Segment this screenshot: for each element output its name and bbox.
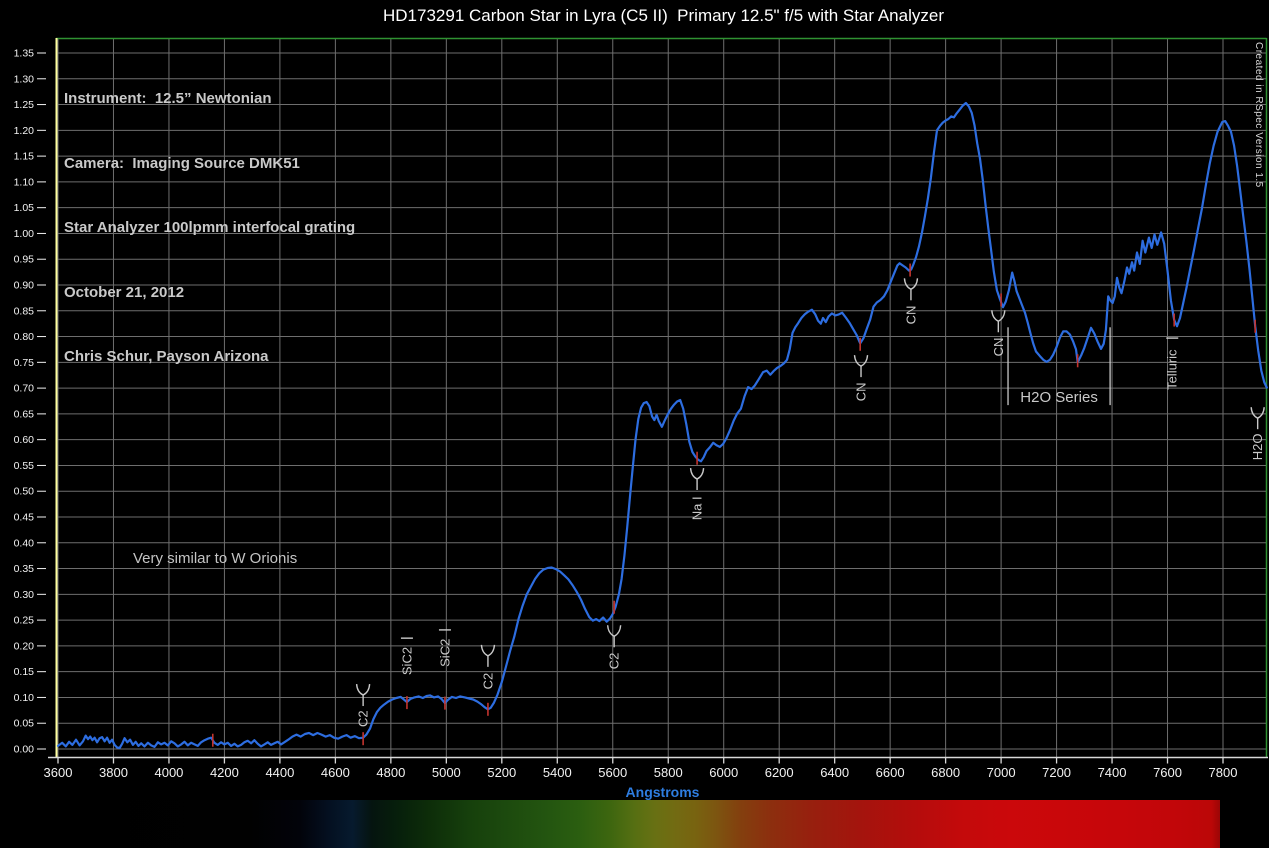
element-annotation-label: CN xyxy=(903,306,918,325)
element-annotation: CN xyxy=(991,310,1006,356)
x-tick-label: 5400 xyxy=(543,765,572,780)
element-annotation-label: C2 xyxy=(480,673,495,690)
element-annotation-label: SiC2 xyxy=(399,647,414,675)
h2o-series-label: H2O Series xyxy=(1020,389,1098,406)
y-tick-label: 0.30 xyxy=(14,589,35,601)
observation-info-block: Instrument: 12.5” Newtonian Camera: Imag… xyxy=(64,45,355,411)
element-annotation-label: Na I xyxy=(690,496,705,520)
x-tick-label: 5200 xyxy=(487,765,516,780)
y-tick-label: 0.25 xyxy=(14,615,35,627)
y-tick-label: 0.20 xyxy=(14,640,35,652)
y-tick-label: 0.40 xyxy=(14,537,35,549)
element-annotation: SiC2 xyxy=(399,637,414,675)
fork-marker-icon xyxy=(355,683,371,696)
y-tick-label: 1.35 xyxy=(14,48,35,60)
x-tick-label: 7200 xyxy=(1042,765,1071,780)
x-tick-label: 6800 xyxy=(931,765,960,780)
y-tick-label: 0.65 xyxy=(14,408,35,420)
y-tick-label: 0.75 xyxy=(14,357,35,369)
x-tick-label: 6600 xyxy=(876,765,905,780)
info-line-instrument: Instrument: 12.5” Newtonian xyxy=(64,90,272,107)
x-axis-ticks: 3600 3800 4000 4200 4400 4600 4800 5000 5200 5400… xyxy=(44,758,1238,780)
fork-marker-icon xyxy=(853,355,869,367)
x-tick-label: 5000 xyxy=(432,765,461,780)
x-tick-label: 4000 xyxy=(154,765,183,780)
y-tick-label: 1.10 xyxy=(14,176,35,188)
element-annotation: Telluric xyxy=(1165,337,1180,390)
x-tick-label: 5600 xyxy=(598,765,627,780)
info-line-date: October 21, 2012 xyxy=(64,283,185,301)
synthesized-spectrum-color-bar xyxy=(0,800,1220,848)
element-annotation: C2 xyxy=(355,683,371,727)
y-tick-label: 0.35 xyxy=(14,563,35,575)
fork-marker-icon xyxy=(1250,407,1265,419)
y-tick-label: 1.15 xyxy=(14,151,35,163)
rspec-version-watermark: Created in RSpec Version 1.5 xyxy=(1253,42,1264,188)
x-tick-label: 6400 xyxy=(820,765,849,780)
y-tick-label: 1.05 xyxy=(14,202,35,214)
element-annotation-label: H2O xyxy=(1250,433,1265,460)
x-axis-label: Angstroms xyxy=(625,784,700,800)
x-tick-label: 3800 xyxy=(99,765,128,780)
y-tick-label: 0.90 xyxy=(14,280,35,292)
y-tick-label: 0.10 xyxy=(14,692,35,704)
element-annotation-label: C2 xyxy=(607,653,622,670)
y-tick-label: 0.00 xyxy=(14,744,35,756)
element-annotation: SiC2 xyxy=(437,629,452,667)
y-tick-label: 1.00 xyxy=(14,228,35,240)
line-position-markers xyxy=(211,263,1256,747)
x-tick-label: 7400 xyxy=(1098,765,1127,780)
x-tick-label: 4600 xyxy=(321,765,350,780)
element-annotation-label: CN xyxy=(854,382,869,401)
x-tick-label: 5800 xyxy=(654,765,683,780)
fork-marker-icon xyxy=(606,625,622,638)
fork-marker-icon xyxy=(991,310,1006,323)
y-tick-label: 0.70 xyxy=(14,383,35,395)
element-annotation-label: SiC2 xyxy=(437,639,452,667)
y-tick-label: 0.55 xyxy=(14,460,35,472)
info-line-observer: Chris Schur, Payson Arizona xyxy=(64,348,269,365)
x-tick-label: 7000 xyxy=(987,765,1016,780)
y-tick-label: 0.85 xyxy=(14,305,35,317)
y-tick-label: 0.45 xyxy=(14,512,35,524)
y-tick-label: 0.60 xyxy=(14,434,35,446)
element-annotation-label: Telluric xyxy=(1165,349,1180,390)
y-tick-label: 1.20 xyxy=(14,125,35,137)
x-tick-label: 4400 xyxy=(265,765,294,780)
y-tick-label: 0.80 xyxy=(14,331,35,343)
h2o-series-bracket: H2O Series xyxy=(1007,327,1111,406)
fork-marker-icon xyxy=(689,467,705,480)
x-tick-label: 4800 xyxy=(376,765,405,780)
y-tick-label: 0.50 xyxy=(14,486,35,498)
grid-lines xyxy=(57,38,1267,758)
x-tick-label: 7800 xyxy=(1209,765,1238,780)
x-tick-label: 6200 xyxy=(765,765,794,780)
fork-marker-icon xyxy=(480,644,496,657)
info-line-grating: Star Analyzer 100lpmm interfocal grating xyxy=(64,219,356,236)
x-tick-label: 3600 xyxy=(44,765,73,780)
element-annotation-label: C2 xyxy=(356,710,371,727)
y-tick-label: 1.25 xyxy=(14,99,35,111)
comparison-note: Very similar to W Orionis xyxy=(133,550,298,567)
fork-marker-icon xyxy=(903,278,919,291)
y-tick-label: 1.30 xyxy=(14,73,35,85)
x-tick-label: 6000 xyxy=(709,765,738,780)
element-annotation: C2 xyxy=(607,625,622,669)
element-annotation: CN xyxy=(854,355,869,401)
y-tick-label: 0.15 xyxy=(14,666,35,678)
chart-title: HD173291 Carbon Star in Lyra (C5 II) Pri… xyxy=(383,6,944,25)
element-annotation-label: CN xyxy=(991,338,1006,357)
x-tick-label: 4200 xyxy=(210,765,239,780)
element-annotation: C2 xyxy=(480,644,496,690)
y-tick-label: 0.05 xyxy=(14,718,35,730)
element-annotation: H2O xyxy=(1250,407,1265,460)
info-line-camera: Camera: Imaging Source DMK51 xyxy=(64,154,300,172)
element-annotation: Na I xyxy=(689,467,705,520)
element-annotation: CN xyxy=(903,278,918,324)
y-axis-ticks: 0.00 0.05 0.10 0.15 0.20 0.25 0.30 0.35 0.40 0.45… xyxy=(14,48,46,756)
x-tick-label: 7600 xyxy=(1153,765,1182,780)
y-tick-label: 0.95 xyxy=(14,254,35,266)
